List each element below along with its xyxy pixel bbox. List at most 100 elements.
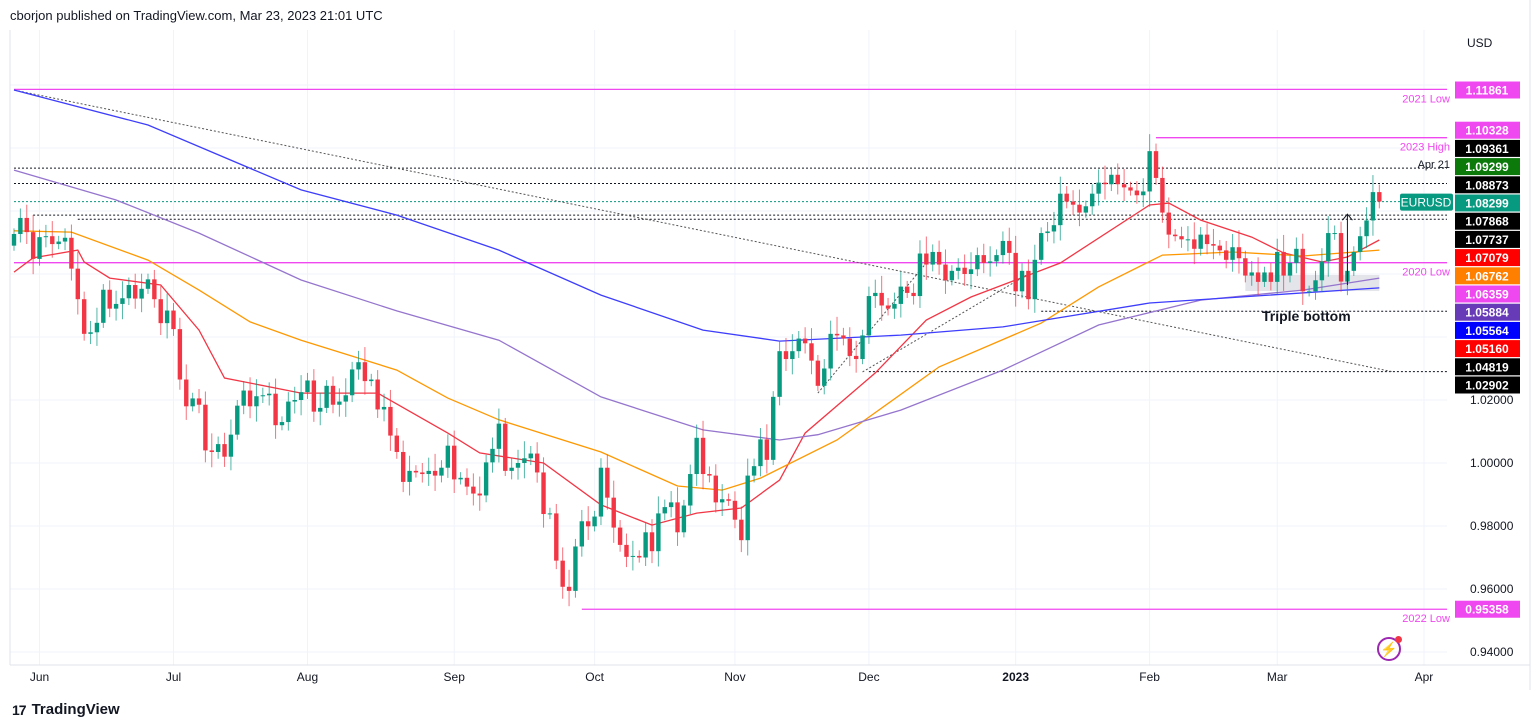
candle-body (802, 338, 808, 344)
candle-body (700, 437, 706, 475)
candle-body (43, 236, 49, 238)
price-label-box (1455, 340, 1520, 358)
candle-body (834, 333, 840, 336)
candle-body (158, 299, 163, 324)
candle-body (177, 329, 183, 380)
price-label-box (1455, 285, 1520, 303)
lightning-icon[interactable]: ⚡ (1377, 636, 1402, 661)
candle-body (1255, 272, 1261, 282)
candle-body (1172, 234, 1178, 237)
candle-body (286, 401, 291, 423)
candle-body (771, 396, 776, 460)
candle-body (624, 544, 629, 557)
price-label-text: 1.07868 (1465, 215, 1509, 229)
time-axis: Jun Jul Aug Sep Oct Nov Dec 2023 Feb Mar Apr (30, 670, 1433, 684)
candle-body (1026, 270, 1031, 300)
candle-body (139, 288, 144, 299)
price-label-text: 1.08299 (1465, 197, 1509, 211)
candle-body (515, 463, 521, 468)
candle-body (547, 513, 553, 515)
candle-body (1096, 182, 1101, 194)
candle-body (917, 253, 923, 297)
price-label-box (1455, 321, 1520, 339)
candle-body (94, 322, 100, 333)
candle-body (924, 253, 929, 265)
footer-brand[interactable]: 17 TradingView (12, 701, 120, 718)
candle-body (1013, 252, 1018, 292)
x-tick-label: Apr (1415, 670, 1434, 684)
candle-body (145, 279, 151, 289)
candle-body (586, 521, 591, 527)
price-label-text: 1.06359 (1465, 288, 1509, 302)
price-label-text: 1.07737 (1465, 233, 1509, 247)
level-label: 2021 Low (1402, 93, 1450, 105)
candle-body (1338, 233, 1344, 282)
candle-body (18, 217, 23, 234)
candle-body (464, 477, 470, 487)
candle-body (483, 462, 489, 496)
candle-body (1128, 187, 1133, 191)
price-label-text: 1.10328 (1465, 124, 1509, 138)
candle-body (113, 303, 119, 309)
candle-body (330, 385, 336, 405)
candle-body (815, 360, 821, 386)
price-label-text: 1.09299 (1465, 160, 1509, 174)
candle-body (987, 261, 993, 263)
candle-body (1077, 204, 1082, 213)
candle-body (1268, 272, 1274, 282)
moving-average-line (13, 202, 1380, 526)
candle-body (279, 422, 285, 426)
candle-body (796, 338, 801, 352)
price-label-text: 1.05160 (1465, 342, 1509, 356)
candle-body (477, 493, 482, 496)
x-tick-label: Oct (585, 670, 604, 684)
candle-body (394, 435, 399, 452)
price-label-text: 1.05884 (1465, 306, 1509, 320)
candle-body (675, 502, 680, 533)
candle-body (1153, 151, 1159, 178)
candle-body (822, 368, 827, 386)
candle-body (713, 475, 718, 503)
candle-body (764, 439, 770, 460)
candle-body (1370, 192, 1376, 221)
candle-body (905, 286, 910, 293)
candle-body (254, 396, 259, 407)
candle-body (1357, 236, 1363, 252)
y-tick-label: 0.96000 (1470, 582, 1514, 596)
candle-body (1211, 244, 1216, 246)
candle-body (311, 380, 317, 412)
price-label-box (1455, 358, 1520, 376)
symbol-tag (1400, 193, 1453, 211)
candle-body (439, 467, 444, 476)
price-label-text: 1.04819 (1465, 360, 1509, 374)
candle-body (1275, 251, 1280, 282)
candle-body (1083, 206, 1089, 213)
candle-body (809, 343, 814, 361)
candle-body (369, 379, 374, 382)
candle-body (1224, 250, 1229, 260)
candle-body (407, 470, 412, 482)
candle-body (598, 467, 604, 517)
candle-body (1319, 261, 1325, 281)
candle-body (241, 390, 246, 406)
candle-body (579, 521, 585, 547)
price-label-text: 1.06762 (1465, 269, 1509, 283)
price-label-box (1455, 139, 1520, 157)
candle-body (1121, 184, 1127, 188)
level-label: 2020 Low (1402, 267, 1450, 279)
candle-body (1281, 251, 1286, 276)
candle-body (490, 448, 495, 463)
price-axis: 1.02000 1.00000 0.98000 0.96000 0.94000 1.118… (1455, 81, 1520, 659)
candle-body (1051, 225, 1057, 232)
candle-body (152, 279, 157, 300)
candle-body (247, 390, 253, 407)
candle-body (1109, 174, 1114, 185)
candle-body (349, 369, 355, 396)
candle-body (388, 406, 393, 436)
candle-body (1294, 248, 1299, 263)
level-label: 2023 High (1400, 142, 1450, 154)
candle-body (611, 497, 616, 528)
candle-body (719, 499, 725, 503)
candle-body (853, 355, 859, 360)
